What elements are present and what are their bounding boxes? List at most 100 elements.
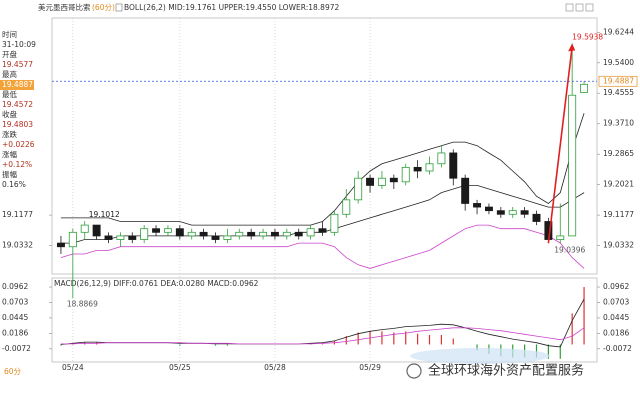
candle-body <box>389 177 398 183</box>
candle-body <box>342 199 351 215</box>
y-tick-label-left: -0.0072 <box>2 344 31 353</box>
candle-body <box>294 231 303 237</box>
candle-body <box>318 228 327 233</box>
candle-body <box>56 242 65 248</box>
candle-body <box>68 231 77 248</box>
info-value: 0.16% <box>2 180 26 189</box>
info-value: 19.4577 <box>2 60 33 69</box>
timeframe-label: 60分 <box>4 367 22 376</box>
candle-body <box>116 235 125 240</box>
y-tick-label-left: 19.0332 <box>2 241 33 250</box>
watermark-icon <box>406 363 422 379</box>
watermark-text: 全球环球海外资产配置服务 <box>428 363 584 379</box>
info-value: 19.4803 <box>2 120 33 129</box>
indicator-text: BOLL(26,2) MID:19.1761 UPPER:19.4550 LOW… <box>124 3 339 12</box>
candle-body <box>425 163 434 172</box>
candle-body <box>366 177 375 186</box>
icon[interactable] <box>565 3 574 12</box>
extreme-label: 19.5938 <box>572 32 603 41</box>
x-tick-label: 05/28 <box>264 363 286 372</box>
trend-arrow-head <box>568 43 576 52</box>
info-label: 最高 <box>2 69 17 79</box>
candle-body <box>568 94 577 237</box>
current-price-box <box>598 75 638 87</box>
candle-body <box>282 231 291 237</box>
info-label: 涨幅 <box>2 149 17 159</box>
info-value: +0.0226 <box>2 140 35 149</box>
candle-body <box>520 210 529 215</box>
candle-body <box>461 177 470 204</box>
window-icons <box>565 3 594 12</box>
y-tick-label: 0.0703 <box>603 298 629 307</box>
macd-panel-frame <box>51 277 598 363</box>
y-tick-label: 19.6244 <box>603 27 634 36</box>
candle-body <box>259 231 268 237</box>
y-tick-label: 19.0332 <box>603 241 634 250</box>
info-panel: 时间 31-10:09 开盘 19.4577 最高 19.4887 最低 19.… <box>0 29 36 189</box>
x-tick-label: 05/24 <box>62 363 84 372</box>
y-tick-label: 19.2021 <box>603 180 634 189</box>
y-tick-label-left: 0.0962 <box>2 282 28 291</box>
candle-body <box>80 224 89 233</box>
watermark-blob <box>410 348 550 364</box>
candle-body <box>247 231 256 237</box>
y-tick-label: -0.0072 <box>603 344 632 353</box>
info-label: 振幅 <box>2 169 17 179</box>
candle-body <box>152 228 161 233</box>
icon[interactable] <box>585 3 594 12</box>
info-label: 时间 <box>2 29 17 39</box>
candle-body <box>580 83 589 93</box>
candle-body <box>473 203 482 208</box>
info-highlight <box>0 80 34 90</box>
y-tick-label: 19.4555 <box>603 88 634 97</box>
candle-body <box>270 231 279 237</box>
y-tick-label: 0.0962 <box>603 282 629 291</box>
candle-body <box>449 152 458 179</box>
candle-body <box>532 213 541 222</box>
icon[interactable] <box>575 3 584 12</box>
macd-line <box>60 327 585 345</box>
extreme-label: 19.0396 <box>554 245 585 254</box>
y-tick-label-left: 0.0186 <box>2 328 28 337</box>
info-label: 开盘 <box>2 49 17 59</box>
candle-body <box>401 166 410 183</box>
info-value: 31-10:09 <box>2 40 36 49</box>
candle-body <box>223 235 232 240</box>
candle-body <box>128 235 137 240</box>
y-tick-label: 0.0445 <box>603 313 629 322</box>
candle-body <box>92 224 101 237</box>
watermark: 全球环球海外资产配置服务 <box>406 348 584 379</box>
candle-body <box>211 235 220 240</box>
y-tick-label: 19.3710 <box>603 119 634 128</box>
candle-body <box>354 177 363 201</box>
candle-body <box>556 235 565 240</box>
candle-body <box>377 177 386 186</box>
chart-title: 美元墨西哥比索 <box>38 2 91 12</box>
candle-body <box>437 152 446 165</box>
y-tick-label: 19.5400 <box>603 58 634 67</box>
info-value: 19.4572 <box>2 100 33 109</box>
candle-body <box>508 210 517 215</box>
x-tick-label: 05/29 <box>359 363 381 372</box>
candle-body <box>496 210 505 215</box>
trend-arrow <box>547 46 573 244</box>
info-label: 涨跌 <box>2 129 17 139</box>
y-tick-label: 19.1177 <box>603 210 634 219</box>
x-tick-label: 05/25 <box>169 363 191 372</box>
indicator-icon <box>115 3 123 12</box>
candle-body <box>235 231 244 237</box>
candle-body <box>330 213 339 233</box>
info-label: 最低 <box>2 89 17 99</box>
candle-body <box>175 228 184 237</box>
candle-body <box>140 228 149 240</box>
info-value: +0.12% <box>2 160 32 169</box>
info-value: 19.4887 <box>2 80 33 89</box>
candle-body <box>306 228 315 237</box>
candle-body <box>187 231 196 237</box>
current-price-label: 19.4887 <box>603 76 634 85</box>
y-tick-label-left: 19.1177 <box>2 210 33 219</box>
y-tick-label-left: 0.0703 <box>2 298 28 307</box>
candle-body <box>199 231 208 237</box>
